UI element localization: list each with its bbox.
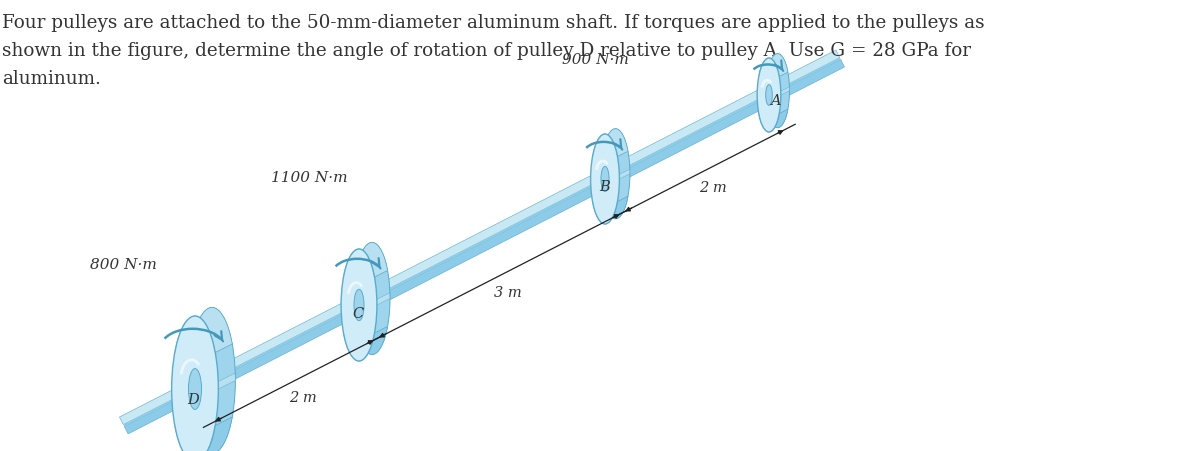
Text: 2 m: 2 m xyxy=(698,180,726,194)
Ellipse shape xyxy=(188,369,202,410)
Polygon shape xyxy=(125,60,845,434)
Text: 3 m: 3 m xyxy=(493,285,522,299)
Polygon shape xyxy=(172,373,190,389)
Text: A: A xyxy=(769,94,780,108)
Text: B: B xyxy=(600,179,611,193)
Text: aluminum.: aluminum. xyxy=(2,70,101,88)
Ellipse shape xyxy=(341,249,377,361)
Ellipse shape xyxy=(188,308,235,451)
Polygon shape xyxy=(781,88,790,96)
Ellipse shape xyxy=(757,59,781,133)
Polygon shape xyxy=(341,293,354,305)
Text: 2 m: 2 m xyxy=(289,390,317,404)
Polygon shape xyxy=(343,243,388,277)
Text: 1100 N·m: 1100 N·m xyxy=(271,170,347,184)
Polygon shape xyxy=(590,170,601,179)
Text: shown in the figure, determine the angle of rotation of pulley D relative to pul: shown in the figure, determine the angle… xyxy=(2,42,972,60)
Polygon shape xyxy=(619,170,630,179)
Polygon shape xyxy=(593,197,628,225)
Text: Four pulleys are attached to the 50-mm-diameter aluminum shaft. If torques are a: Four pulleys are attached to the 50-mm-d… xyxy=(2,14,985,32)
Polygon shape xyxy=(175,417,233,451)
Ellipse shape xyxy=(354,290,364,321)
Polygon shape xyxy=(120,51,840,425)
Ellipse shape xyxy=(766,55,790,129)
Text: D: D xyxy=(187,392,199,406)
Polygon shape xyxy=(124,59,841,426)
Polygon shape xyxy=(175,308,233,353)
Ellipse shape xyxy=(601,167,610,192)
Polygon shape xyxy=(377,293,390,305)
Ellipse shape xyxy=(601,129,630,219)
Polygon shape xyxy=(758,55,788,77)
Polygon shape xyxy=(218,373,235,389)
Ellipse shape xyxy=(354,243,390,354)
Text: 800 N·m: 800 N·m xyxy=(90,258,156,272)
Ellipse shape xyxy=(766,85,773,106)
Text: C: C xyxy=(353,306,364,320)
Polygon shape xyxy=(343,327,388,361)
Ellipse shape xyxy=(172,316,218,451)
Polygon shape xyxy=(593,129,628,157)
Text: 900 N·m: 900 N·m xyxy=(562,53,629,67)
Polygon shape xyxy=(758,110,788,133)
Ellipse shape xyxy=(590,135,619,225)
Polygon shape xyxy=(757,88,766,96)
